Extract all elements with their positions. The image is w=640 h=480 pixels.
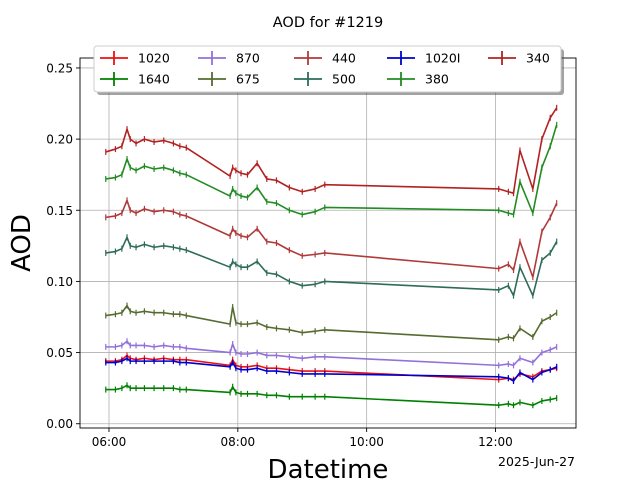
series-440 <box>105 197 558 281</box>
series-line-500 <box>105 236 558 297</box>
series-line-870 <box>105 340 558 367</box>
legend-item-870: 870 <box>198 51 260 66</box>
x-tick-label: 12:00 <box>478 435 513 449</box>
legend-label: 500 <box>332 72 356 87</box>
y-axis: 0.00 0.05 0.10 0.15 0.20 0.25 <box>46 61 80 431</box>
series-line-340 <box>105 107 558 194</box>
legend-label: 1640 <box>138 72 170 87</box>
legend-item-1640: 1640 <box>100 72 170 87</box>
legend-item-500: 500 <box>294 72 356 87</box>
legend-item-1020I: 1020I <box>387 51 461 66</box>
series-380 <box>105 121 558 218</box>
chart-title: AOD for #1219 <box>273 15 383 31</box>
legend-item-675: 675 <box>198 72 260 87</box>
x-tick-label: 08:00 <box>221 435 256 449</box>
y-tick-label: 0.10 <box>46 275 73 289</box>
series-675 <box>105 302 558 343</box>
series-line-1020I <box>105 357 558 382</box>
legend-label: 870 <box>236 51 260 66</box>
series-line-1640 <box>105 384 557 407</box>
legend-label: 1020 <box>138 51 170 66</box>
legend-label: 440 <box>332 51 356 66</box>
series-500 <box>105 234 558 299</box>
legend-item-380: 380 <box>387 72 449 87</box>
legend-item-340: 340 <box>488 51 550 66</box>
legend-item-1020: 1020 <box>100 51 170 66</box>
series-1640 <box>105 382 558 409</box>
x-tick-label: 10:00 <box>349 435 384 449</box>
plot-area <box>80 58 576 428</box>
y-tick-label: 0.15 <box>46 204 73 218</box>
y-tick-label: 0.25 <box>46 61 73 75</box>
legend-item-440: 440 <box>294 51 356 66</box>
legend: 1020 870 440 1020I 340 1640 675 500 380 <box>93 45 564 95</box>
x-tick-label: 06:00 <box>92 435 127 449</box>
legend-label: 340 <box>526 51 550 66</box>
series-line-440 <box>105 199 558 278</box>
y-tick-label: 0.05 <box>46 346 73 360</box>
date-annotation: 2025-Jun-27 <box>498 454 575 469</box>
legend-label: 1020I <box>425 51 461 66</box>
series-870 <box>105 338 558 369</box>
series-line-675 <box>105 304 558 341</box>
series-line-380 <box>105 124 558 216</box>
y-tick-label: 0.20 <box>46 133 73 147</box>
legend-label: 380 <box>425 72 449 87</box>
y-axis-label: AOD <box>7 214 37 272</box>
series-line-1020 <box>105 354 557 381</box>
legend-label: 675 <box>236 72 260 87</box>
x-axis: 06:00 08:00 10:00 12:00 <box>92 428 513 449</box>
y-tick-label: 0.00 <box>46 417 73 431</box>
series-340 <box>105 104 558 197</box>
series-layer <box>105 104 558 409</box>
series-1020I <box>105 355 558 385</box>
x-axis-label: Datetime <box>268 455 389 480</box>
